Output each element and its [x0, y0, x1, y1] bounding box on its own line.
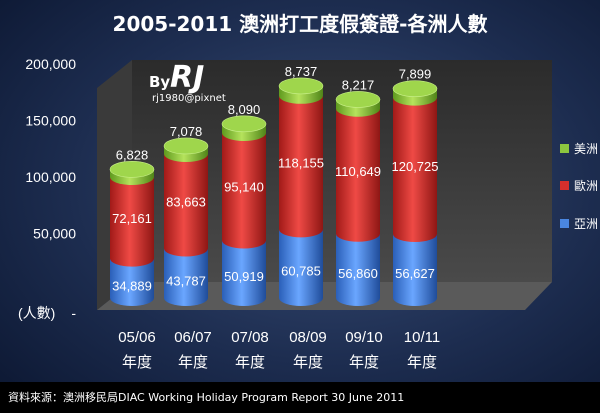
data-label-americas: 7,078	[170, 124, 203, 139]
y-axis-label: (人數)	[18, 305, 55, 321]
x-tick-suffix: 年度	[293, 354, 323, 371]
bar-top-cap	[109, 161, 155, 178]
footer-bar	[0, 382, 600, 413]
chart-title: 2005-2011 澳洲打工度假簽證-各洲人數	[113, 12, 488, 36]
watermark-handle: rj1980@pixnet	[152, 93, 226, 104]
bar-segment-europe	[279, 95, 323, 238]
x-tick-suffix: 年度	[407, 354, 437, 371]
data-label-europe: 83,663	[166, 194, 206, 209]
bar-segment-asia	[222, 240, 266, 306]
bars-group: 34,889 72,161 6,828 43,787 83,663 7,078 50,919…	[109, 64, 439, 306]
data-label-europe: 95,140	[224, 180, 264, 195]
x-tick-suffix: 年度	[349, 354, 379, 371]
x-tick-label: 07/08	[231, 329, 269, 346]
y-tick-label: 50,000	[33, 226, 76, 242]
y-tick-label: 200,000	[25, 56, 76, 72]
bar-top-cap	[392, 80, 438, 97]
y-axis: 200,000 150,000 100,000 50,000 -(人數)	[18, 56, 76, 321]
x-tick-label: 05/06	[118, 329, 156, 346]
data-label-asia: 34,889	[112, 278, 152, 293]
x-tick-suffix: 年度	[122, 354, 152, 371]
data-label-europe: 110,649	[335, 164, 381, 179]
bar-stack: 56,860 110,649 8,217	[335, 77, 381, 306]
x-tick-label: 09/10	[345, 329, 383, 346]
data-label-americas: 8,217	[342, 77, 375, 92]
y-tick-label: 150,000	[25, 113, 76, 129]
data-label-europe: 72,161	[112, 211, 152, 226]
legend-swatch-asia	[560, 219, 569, 228]
legend-swatch-europe	[560, 181, 569, 190]
bar-top-cap	[163, 137, 209, 155]
data-label-americas: 7,899	[399, 67, 432, 82]
bar-segment-europe	[110, 177, 154, 267]
legend-item-americas: 美洲	[560, 142, 598, 156]
data-label-europe: 118,155	[278, 156, 324, 171]
y-tick-label: -	[71, 305, 76, 321]
watermark-brand: RJ	[170, 60, 204, 95]
bar-top-cap	[278, 77, 324, 95]
bar-segment-europe	[164, 153, 208, 257]
x-axis: 05/06 年度 06/07 年度 07/08 年度 08/09 年度 09/10 年度 10/11…	[118, 329, 440, 371]
bar-segment-asia	[110, 258, 154, 306]
bar-stack: 50,919 95,140 8,090	[221, 102, 267, 306]
y-tick-label: 100,000	[25, 169, 76, 185]
bar-stack: 43,787 83,663 7,078	[163, 124, 209, 306]
source-note: 資料來源：澳洲移民局DIAC Working Holiday Program R…	[8, 390, 404, 404]
bar-segment-asia	[279, 229, 323, 306]
data-label-asia: 43,787	[166, 273, 206, 288]
legend-label-asia: 亞洲	[574, 217, 598, 231]
data-label-asia: 56,627	[395, 266, 435, 281]
legend-item-europe: 歐洲	[560, 178, 598, 193]
legend-label-europe: 歐洲	[574, 178, 598, 193]
bar-segment-europe	[393, 97, 437, 243]
bar-segment-asia	[164, 248, 208, 306]
bar-segment-asia	[336, 233, 380, 306]
x-tick-suffix: 年度	[178, 354, 208, 371]
bar-top-cap	[221, 115, 267, 133]
watermark: By RJ rj1980@pixnet	[149, 60, 226, 104]
x-tick-suffix: 年度	[235, 354, 265, 371]
bar-segment-europe	[336, 108, 380, 242]
bar-segment-europe	[222, 132, 266, 249]
x-tick-label: 06/07	[174, 329, 212, 346]
bar-top-cap	[335, 91, 381, 108]
bar-stack: 56,627 120,725 7,899	[392, 67, 439, 306]
watermark-by: By	[149, 73, 170, 91]
floor	[97, 282, 552, 310]
x-tick-label: 10/11	[404, 329, 440, 346]
bar-stack: 60,785 118,155 8,737	[278, 64, 324, 306]
data-label-americas: 8,090	[228, 102, 261, 117]
data-label-asia: 60,785	[281, 264, 321, 279]
legend-item-asia: 亞洲	[560, 217, 598, 231]
data-label-asia: 56,860	[338, 266, 378, 281]
data-label-asia: 50,919	[224, 269, 264, 284]
legend: 美洲 歐洲 亞洲	[560, 142, 598, 231]
x-tick-label: 08/09	[289, 329, 327, 346]
legend-swatch-americas	[560, 144, 569, 153]
bar-stack: 34,889 72,161 6,828	[109, 147, 155, 306]
data-label-americas: 6,828	[116, 147, 149, 162]
legend-label-americas: 美洲	[574, 142, 598, 156]
data-label-europe: 120,725	[392, 159, 439, 174]
data-label-americas: 8,737	[285, 64, 318, 79]
bar-segment-asia	[393, 234, 437, 306]
